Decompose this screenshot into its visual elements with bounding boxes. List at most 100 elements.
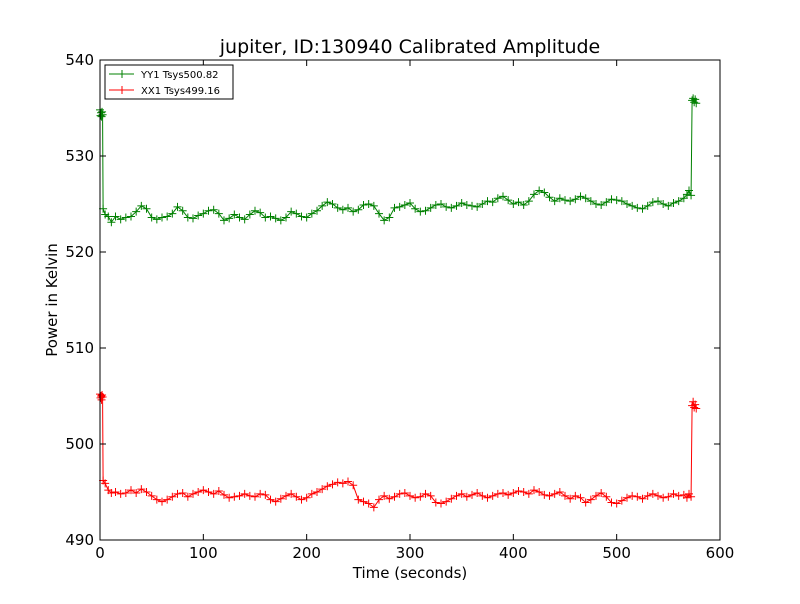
data-point [152, 215, 161, 224]
data-point [137, 485, 146, 494]
y-tick-label: 500 [65, 435, 94, 453]
data-point [104, 212, 113, 221]
data-point [147, 491, 156, 500]
y-tick-label: 490 [65, 531, 94, 549]
data-point [209, 489, 218, 498]
data-point [297, 212, 306, 221]
data-point [535, 488, 544, 496]
x-tick-label: 0 [95, 544, 105, 562]
data-point [344, 477, 352, 486]
data-point [571, 195, 580, 204]
data-point [245, 491, 254, 500]
data-point [121, 213, 130, 222]
data-point [519, 488, 528, 496]
series-1 [96, 94, 701, 227]
data-point [692, 404, 701, 413]
data-point [189, 489, 197, 498]
data-point [499, 488, 507, 497]
data-point [452, 201, 461, 210]
data-point [214, 209, 223, 218]
data-point [209, 205, 218, 214]
data-point [586, 197, 595, 206]
data-point [225, 493, 234, 502]
data-point [313, 206, 321, 215]
data-point [313, 488, 321, 496]
data-point [612, 499, 621, 508]
data-point [302, 213, 311, 222]
data-point [566, 197, 575, 206]
data-point [478, 491, 487, 500]
data-point [468, 201, 476, 210]
data-point [364, 499, 373, 508]
series-layer [96, 94, 701, 512]
data-point [633, 492, 642, 501]
data-point [545, 193, 554, 202]
data-point [421, 489, 430, 498]
x-tick-label: 200 [292, 544, 321, 562]
data-point [168, 492, 177, 501]
y-tick-label: 530 [65, 147, 94, 165]
data-point [107, 218, 116, 227]
data-point [509, 200, 518, 208]
data-point [369, 201, 378, 210]
data-point [364, 200, 373, 208]
data-point [504, 490, 513, 499]
data-point [97, 392, 106, 400]
data-point [183, 213, 192, 222]
data-point [276, 216, 285, 225]
data-point [132, 488, 141, 497]
data-point [240, 215, 249, 224]
data-point [292, 209, 301, 218]
data-point [509, 488, 518, 497]
data-point [550, 489, 559, 498]
data-point [163, 495, 172, 504]
data-point [576, 192, 585, 201]
data-point [230, 210, 239, 219]
data-point [659, 200, 668, 208]
data-point [111, 212, 120, 221]
data-point [142, 204, 151, 213]
data-point [261, 213, 270, 222]
data-point [530, 486, 538, 495]
data-point [245, 210, 254, 219]
data-point [462, 200, 471, 209]
data-point [276, 494, 285, 503]
data-point [592, 491, 600, 500]
y-axis-ticks: 490 500 510 520 530 540 [65, 51, 720, 549]
x-tick-label: 400 [499, 544, 528, 562]
y-axis-label: Power in Kelvin [43, 243, 61, 357]
data-point [354, 205, 363, 214]
data-point [550, 197, 559, 206]
data-point [189, 214, 197, 223]
data-point [685, 186, 693, 195]
data-point [674, 197, 683, 206]
legend: YY1 Tsys500.82 XX1 Tsys499.16 [104, 64, 234, 100]
data-point [137, 201, 146, 210]
data-point [178, 206, 187, 215]
data-point [97, 108, 106, 117]
data-point [98, 391, 107, 400]
data-point [524, 197, 533, 206]
data-point [669, 489, 678, 498]
data-point [328, 480, 337, 489]
data-point [220, 490, 228, 499]
data-point [116, 215, 125, 224]
data-point [576, 493, 585, 502]
data-point [602, 198, 611, 207]
data-point [390, 492, 399, 501]
data-point [230, 492, 239, 501]
data-point [318, 201, 327, 210]
data-point [437, 200, 445, 208]
data-point [302, 493, 311, 502]
data-point [333, 478, 342, 487]
data-point [581, 194, 590, 203]
data-point [633, 203, 642, 212]
data-point [406, 491, 414, 500]
data-point [514, 198, 523, 207]
data-point [97, 112, 106, 121]
data-point [628, 491, 637, 500]
data-point [468, 490, 476, 499]
data-point [225, 214, 234, 223]
series-2 [96, 390, 701, 512]
data-point [607, 498, 616, 507]
